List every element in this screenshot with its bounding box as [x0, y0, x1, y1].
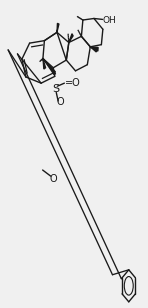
- Polygon shape: [69, 34, 73, 43]
- Text: O: O: [57, 97, 65, 107]
- Polygon shape: [90, 47, 97, 52]
- Polygon shape: [43, 58, 55, 75]
- Polygon shape: [43, 59, 46, 69]
- Polygon shape: [90, 47, 98, 51]
- Text: =O: =O: [65, 78, 81, 87]
- Text: O: O: [49, 174, 57, 184]
- Polygon shape: [57, 23, 59, 32]
- Text: OH: OH: [103, 16, 117, 26]
- Text: S: S: [52, 84, 59, 94]
